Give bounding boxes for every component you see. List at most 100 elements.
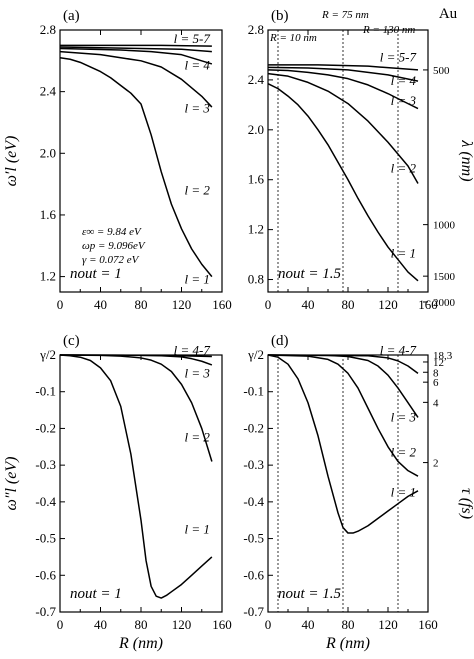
series-label: l = 4 bbox=[184, 57, 210, 72]
panel-label: (d) bbox=[271, 333, 289, 349]
series-label: l = 5-7 bbox=[380, 49, 417, 64]
right-tick-label: 500 bbox=[433, 65, 450, 77]
right-tick-label: 8 bbox=[433, 367, 439, 379]
panel-label: (c) bbox=[63, 333, 80, 349]
y-tick-label: γ/2 bbox=[39, 347, 56, 362]
series-label: l = 2 bbox=[391, 160, 417, 175]
series-line-3 bbox=[59, 354, 212, 358]
series-label: l = 3 bbox=[391, 93, 417, 108]
series-line-0 bbox=[59, 354, 213, 599]
right-tick-label: 6 bbox=[433, 377, 439, 389]
y-tick-label: 2.8 bbox=[40, 22, 56, 37]
n-out-label: nout = 1.5 bbox=[278, 266, 342, 282]
series-line-1 bbox=[267, 72, 419, 184]
series-line-1 bbox=[59, 50, 213, 108]
series-line-3 bbox=[59, 46, 212, 53]
x-tick-label: 80 bbox=[135, 297, 148, 312]
panel-d: (d) 0 40 80 120 160 γ/2 -0.1 -0.2 -0.3 -0.4 -0.5 -0.… bbox=[243, 333, 474, 652]
x-tick-label: 160 bbox=[212, 617, 232, 632]
n-out-label: nout = 1 bbox=[70, 266, 122, 282]
x-tick-label: 120 bbox=[172, 617, 192, 632]
x-tick-label: 80 bbox=[342, 617, 355, 632]
y-axis-label: ω′l (eV) bbox=[3, 136, 20, 187]
y-axis-label: ω″l (eV) bbox=[3, 457, 20, 511]
x-tick-label: 40 bbox=[94, 617, 107, 632]
parameter-annotation: ωp = 9.096eV bbox=[82, 240, 146, 252]
panel-c: (c) 0 40 80 120 160 γ/2 -0.1 -0.2 -0.3 -0.4 -0.5 -0.… bbox=[3, 333, 232, 652]
right-tick-label: 1500 bbox=[433, 271, 456, 283]
panel-label: (b) bbox=[271, 8, 289, 24]
series-label: l = 2 bbox=[184, 182, 210, 197]
y-tick-label: -0.5 bbox=[35, 531, 56, 546]
x-tick-label: 0 bbox=[57, 297, 64, 312]
x-axis-label: R (nm) bbox=[118, 635, 163, 652]
radius-annotation: R = 10 nm bbox=[269, 32, 317, 44]
x-tick-label: 80 bbox=[342, 297, 355, 312]
y-tick-label: -0.2 bbox=[243, 420, 264, 435]
y-tick-label: -0.7 bbox=[243, 604, 264, 619]
series-label: l = 1 bbox=[391, 245, 416, 260]
series-line-0 bbox=[267, 354, 419, 534]
y-tick-label: 2.0 bbox=[40, 145, 56, 160]
series-line-3 bbox=[267, 66, 419, 82]
series-label: l = 4-7 bbox=[174, 343, 211, 358]
plot-frame bbox=[267, 354, 429, 613]
parameter-annotation: ε∞ = 9.84 eV bbox=[82, 226, 142, 238]
right-tick-label: 2000 bbox=[433, 297, 456, 309]
x-tick-label: 160 bbox=[212, 297, 232, 312]
series-line-2 bbox=[59, 47, 213, 65]
panel-label: (a) bbox=[63, 8, 80, 24]
right-axis-title: τ (fs) bbox=[458, 488, 474, 519]
right-axis-header: Au bbox=[439, 6, 458, 22]
y-tick-label: 2.4 bbox=[40, 84, 57, 99]
x-tick-label: 40 bbox=[94, 297, 107, 312]
series-line-0 bbox=[59, 56, 213, 278]
x-tick-label: 160 bbox=[418, 617, 438, 632]
series-line-2 bbox=[267, 69, 419, 110]
right-tick-label: 12 bbox=[433, 357, 444, 369]
y-tick-label: 1.2 bbox=[40, 269, 56, 284]
series-label: l = 1 bbox=[391, 485, 416, 500]
x-tick-label: 80 bbox=[135, 617, 148, 632]
series-label: l = 3 bbox=[391, 409, 417, 424]
y-tick-label: 1.6 bbox=[40, 207, 57, 222]
right-tick-label: 18,3 bbox=[433, 350, 453, 362]
x-tick-label: 0 bbox=[57, 617, 64, 632]
series-line-4 bbox=[268, 64, 419, 71]
y-tick-label: -0.5 bbox=[243, 531, 264, 546]
panel-a: (a) 0 40 80 120 160 1.2 1.6 2.0 2.4 2.8 ω′l (eV) l =… bbox=[3, 8, 232, 312]
y-tick-label: -0.1 bbox=[243, 384, 264, 399]
y-tick-label: -0.7 bbox=[35, 604, 56, 619]
x-tick-label: 160 bbox=[418, 297, 438, 312]
right-axis-title: λ (nm) bbox=[458, 139, 474, 181]
x-tick-label: 0 bbox=[265, 297, 272, 312]
panel-b: (b) 0 40 80 120 160 0.8 1.2 1.6 2.0 2.4 2.8 l = 5-7 l… bbox=[248, 6, 474, 312]
series-label: l = 4-7 bbox=[380, 343, 417, 358]
y-tick-label: 0.8 bbox=[248, 272, 264, 287]
series-label: l = 3 bbox=[184, 365, 210, 380]
y-tick-label: -0.4 bbox=[243, 494, 264, 509]
y-tick-label: -0.3 bbox=[35, 457, 56, 472]
x-tick-label: 40 bbox=[302, 297, 315, 312]
series-line-1 bbox=[267, 354, 419, 477]
plot-frame bbox=[59, 354, 223, 613]
series-line-4 bbox=[60, 44, 212, 47]
x-tick-label: 0 bbox=[265, 617, 272, 632]
y-tick-label: 1.2 bbox=[248, 222, 264, 237]
right-tick-label: 1000 bbox=[433, 220, 456, 232]
series-label: l = 4 bbox=[391, 73, 417, 88]
series-line-3 bbox=[267, 354, 419, 374]
x-tick-label: 120 bbox=[378, 617, 398, 632]
y-tick-label: -0.3 bbox=[243, 457, 264, 472]
series-label: l = 3 bbox=[184, 101, 210, 116]
x-tick-label: 120 bbox=[378, 297, 398, 312]
series-label: l = 5-7 bbox=[174, 31, 211, 46]
series-label: l = 1 bbox=[184, 521, 209, 536]
series-label: l = 1 bbox=[184, 272, 209, 287]
n-out-label: nout = 1 bbox=[70, 586, 122, 602]
x-axis-label: R (nm) bbox=[325, 635, 370, 652]
radius-annotation: R = 130 nm bbox=[362, 24, 415, 36]
right-tick-label: 4 bbox=[433, 397, 439, 409]
y-tick-label: 2.8 bbox=[248, 22, 264, 37]
